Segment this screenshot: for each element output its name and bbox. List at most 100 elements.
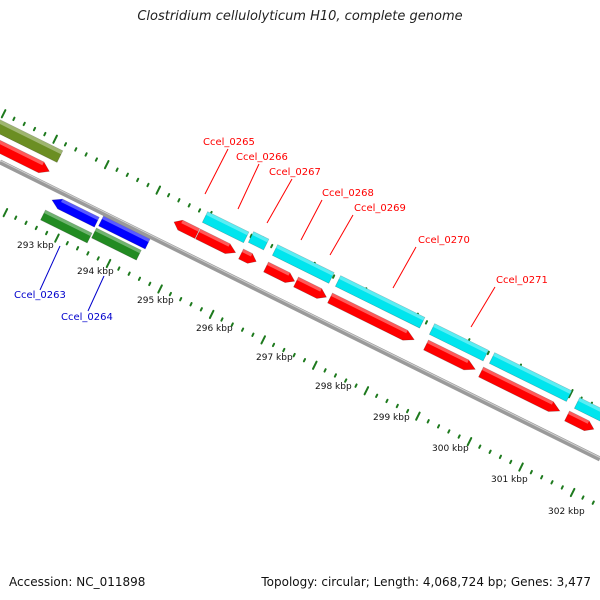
upper-scale-minor-tick	[197, 208, 202, 213]
scale-label: 298 kbp	[315, 382, 352, 392]
scale-label: 301 kbp	[491, 475, 528, 485]
gene-label-ccel-0268: Ccel_0268	[322, 188, 374, 199]
lower-scale-major-tick	[2, 208, 9, 218]
lower-scale-minor-tick	[251, 332, 255, 337]
gene-label-leader	[204, 148, 229, 195]
lower-scale-minor-tick	[230, 322, 234, 327]
lower-scale-minor-tick	[96, 256, 100, 261]
gene-label-ccel-0265: Ccel_0265	[203, 137, 255, 148]
red-gene-arrow-0269	[327, 292, 415, 341]
lower-scale-minor-tick	[581, 495, 585, 500]
backbone-layer	[0, 159, 600, 462]
lower-scale-minor-tick	[241, 327, 245, 332]
lower-scale-minor-tick	[199, 307, 203, 312]
lower-scale-minor-tick	[179, 296, 183, 302]
lower-scale-minor-tick	[478, 444, 482, 449]
gene-label-leader	[392, 246, 417, 289]
genome-backbone	[0, 159, 600, 462]
gene-label-ccel-0264: Ccel_0264	[61, 312, 113, 323]
red-gene-arrow-0265	[173, 219, 201, 239]
lower-scale-minor-tick	[168, 291, 172, 297]
lower-scale-minor-tick	[436, 424, 441, 429]
gene-label-ccel-0270: Ccel_0270	[418, 235, 470, 246]
lower-scale-minor-tick	[395, 403, 399, 409]
upper-scale-minor-tick	[63, 142, 68, 147]
cyan-gene-arrow-0269	[334, 275, 426, 329]
lower-scale-minor-tick	[560, 485, 564, 490]
lower-scale-major-tick	[157, 284, 163, 294]
lower-scale-major-tick	[415, 411, 421, 421]
lower-scale-minor-tick	[447, 429, 451, 434]
lower-scale-major-tick	[518, 462, 524, 472]
upper-scale-major-tick	[52, 134, 58, 144]
red-gene-arrow-0268a	[263, 261, 296, 283]
upper-scale-minor-tick	[115, 167, 119, 172]
gene-label-ccel-0271: Ccel_0271	[496, 275, 548, 286]
lower-scale-major-tick	[208, 309, 215, 319]
genome-backbone-highlight	[0, 160, 600, 458]
lower-scale-minor-tick	[24, 220, 28, 225]
upper-scale-minor-tick	[270, 243, 274, 249]
lower-scale-minor-tick	[65, 241, 69, 246]
gene-label-leader	[266, 178, 293, 224]
green-gene-arrow-2	[91, 227, 142, 261]
lower-scale-minor-tick	[333, 373, 337, 378]
red-gene-arrow-edge	[564, 410, 595, 431]
cyan-gene-arrow-0271	[488, 352, 573, 402]
upper-scale-minor-tick	[424, 320, 429, 325]
upper-scale-minor-tick	[94, 157, 98, 162]
red-gene-arrow-0267	[238, 248, 257, 264]
cyan-gene-arrow-0266	[247, 231, 270, 251]
upper-scale-minor-tick	[167, 193, 171, 198]
red-gene-arrow-left	[0, 137, 50, 174]
red-gene-arrow-0271	[478, 366, 561, 412]
lower-scale-major-tick	[312, 360, 318, 370]
lower-scale-minor-tick	[550, 480, 554, 485]
gene-label-ccel-0266: Ccel_0266	[236, 152, 288, 163]
lower-scale-minor-tick	[282, 347, 286, 353]
gene-label-ccel-0263: Ccel_0263	[14, 290, 66, 301]
scale-label: 300 kbp	[432, 444, 469, 454]
upper-scale-minor-tick	[146, 182, 150, 188]
gene-label-ccel-0269: Ccel_0269	[354, 203, 406, 214]
upper-scale-minor-tick	[249, 233, 253, 239]
red-gene-arrow-0266	[195, 228, 237, 254]
lower-scale-major-tick	[54, 233, 60, 243]
scale-label: 293 kbp	[17, 241, 54, 251]
lower-scale-minor-tick	[509, 459, 513, 465]
gene-label-leader	[39, 245, 61, 291]
lower-scale-minor-tick	[344, 378, 348, 383]
upper-scale-minor-tick	[125, 172, 129, 177]
lower-scale-minor-tick	[127, 271, 131, 276]
lower-scale-major-tick	[363, 386, 370, 396]
lower-scale-minor-tick	[75, 246, 80, 251]
gene-label-leader	[300, 199, 323, 241]
upper-scale-major-tick	[155, 185, 162, 195]
lower-scale-minor-tick	[354, 383, 358, 388]
upper-scale-minor-tick	[22, 121, 26, 127]
lower-scale-minor-tick	[137, 276, 142, 281]
gene-label-leader	[87, 275, 105, 312]
lower-scale-minor-tick	[426, 419, 430, 424]
lower-scale-minor-tick	[117, 266, 121, 271]
lower-scale-minor-tick	[271, 342, 276, 348]
green-gene-arrow-1	[40, 209, 93, 244]
olive-gene-arrow	[0, 115, 64, 163]
cyan-gene-arrow-edge	[573, 397, 600, 423]
lower-scale-minor-tick	[591, 500, 595, 505]
lower-scale-major-tick	[466, 437, 473, 447]
upper-scale-minor-tick	[486, 350, 490, 356]
lower-scale-minor-tick	[14, 215, 18, 220]
scale-label: 297 kbp	[256, 353, 293, 363]
lower-scale-minor-tick	[540, 475, 544, 480]
scale-label: 302 kbp	[548, 507, 585, 517]
gene-label-leader	[329, 214, 354, 256]
lower-scale-minor-tick	[488, 449, 492, 454]
upper-scale-minor-tick	[74, 147, 78, 152]
accession-text: Accession: NC_011898	[9, 575, 146, 589]
lower-scale-major-tick	[260, 335, 266, 345]
red-gene-arrow-0270	[423, 339, 476, 371]
lower-scale-minor-tick	[457, 434, 461, 439]
upper-scale-minor-tick	[32, 126, 37, 132]
red-gene-arrow-0268b	[293, 276, 327, 299]
